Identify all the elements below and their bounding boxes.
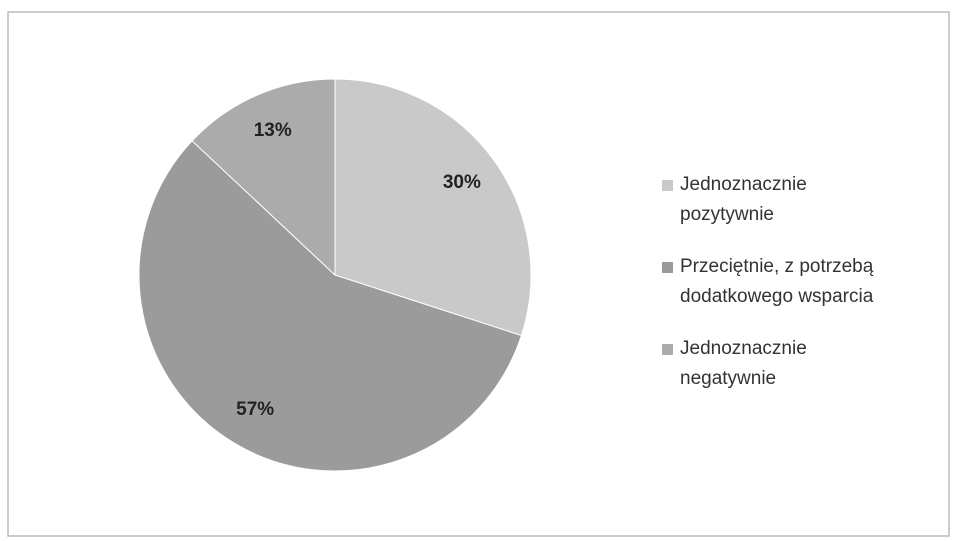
legend: Jednoznacznie pozytywnie Przeciętnie, z p… [662,170,895,416]
legend-item: Jednoznacznie negatywnie [662,334,895,394]
legend-label: Jednoznacznie negatywnie [680,338,807,389]
data-label: 30% [443,172,481,193]
legend-swatch [662,344,673,355]
data-label: 57% [236,399,274,420]
legend-item: Przeciętnie, z potrzebą dodatkowego wspa… [662,252,895,312]
pie-slice [138,140,523,472]
legend-swatch [662,262,673,273]
legend-label: Przeciętnie, z potrzebą dodatkowego wspa… [680,256,874,307]
data-label: 13% [254,120,292,141]
legend-swatch [662,180,673,191]
pie-slice [191,78,336,277]
chart-frame [7,11,950,537]
legend-item: Jednoznacznie pozytywnie [662,170,895,230]
pie-slice [334,78,532,337]
legend-label: Jednoznacznie pozytywnie [680,174,807,225]
